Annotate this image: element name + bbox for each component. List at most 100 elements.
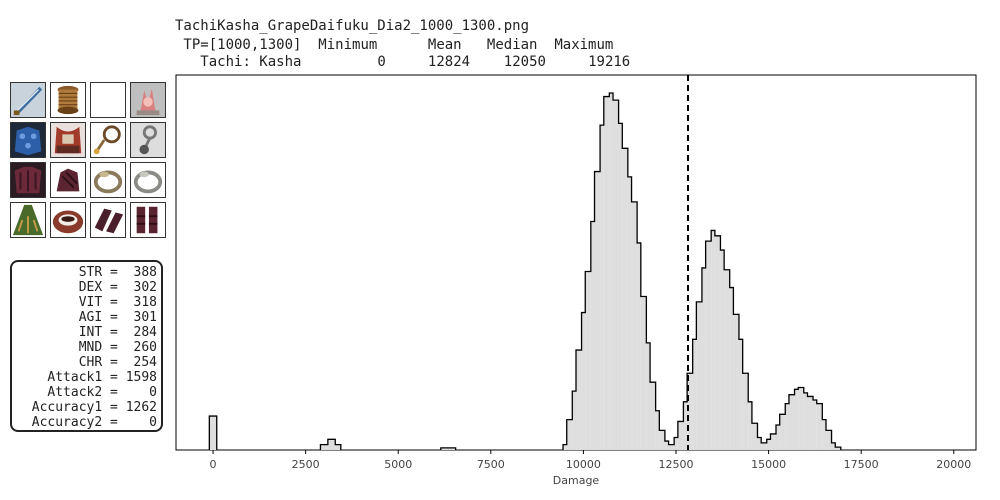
- histogram-bin: [627, 176, 632, 450]
- x-axis-label: Damage: [553, 474, 600, 487]
- stat-row-accuracy1: Accuracy1 = 1262: [31, 400, 157, 415]
- histogram-bin: [729, 287, 734, 450]
- histogram-outline: [208, 92, 842, 450]
- histogram-bin: [826, 430, 832, 450]
- stat-row-vit: VIT = 318: [78, 295, 158, 310]
- histogram-bin: [724, 269, 730, 450]
- stat-value: 0: [125, 415, 157, 430]
- stat-value: 284: [125, 325, 158, 340]
- col-minimum: Minimum: [318, 37, 378, 53]
- x-axis-ticks: 0 2500 5000 7500 10000 12500 15000 17500 20000: [210, 450, 971, 471]
- x-tick-label: 20000: [936, 458, 971, 471]
- histogram-bin: [788, 394, 795, 450]
- dark-gloves-icon: [50, 162, 86, 198]
- histogram-bin: [603, 96, 610, 450]
- histogram-bin: [779, 414, 786, 450]
- histogram-bin: [631, 201, 638, 450]
- stat-value: 318: [125, 295, 158, 310]
- stat-row-accuracy2: Accuracy2 = 0: [31, 415, 157, 430]
- histogram-bin: [748, 401, 752, 450]
- histogram-bin: [785, 403, 789, 450]
- stat-name: CHR: [78, 355, 103, 370]
- histogram-bin: [448, 447, 456, 450]
- col-maximum: Maximum: [554, 37, 614, 53]
- histogram-bin: [576, 350, 582, 450]
- stat-name: AGI: [78, 310, 103, 325]
- dark-body-icon: [10, 162, 46, 198]
- stat-row-attack2: Attack2 = 0: [47, 385, 157, 400]
- histogram-bin: [637, 242, 641, 450]
- histogram-bin: [798, 387, 804, 450]
- val-mean: 12824: [427, 54, 471, 70]
- histogram-bin: [711, 230, 715, 450]
- histogram-bin: [776, 425, 780, 450]
- belt-icon: [50, 202, 86, 238]
- x-tick-label: 2500: [292, 458, 320, 471]
- histogram-bin: [566, 419, 573, 450]
- stat-value: 388: [125, 265, 158, 280]
- stat-name: Attack2: [47, 385, 103, 400]
- summary-values-row: Tachi: Kasha 0 12824 12050 19216: [175, 53, 630, 71]
- summary-header-row: TP=[1000,1300] Minimum Mean Median Maxim…: [175, 36, 613, 54]
- ws-name: Tachi: Kasha: [200, 54, 302, 70]
- histogram-bin: [640, 296, 647, 450]
- x-tick-label: 7500: [477, 458, 505, 471]
- histogram-bin: [677, 421, 684, 450]
- stat-row-mnd: MND = 260: [78, 340, 157, 355]
- histogram-bin: [618, 123, 623, 450]
- histogram-bin: [622, 148, 628, 450]
- stat-row-int: INT = 284: [78, 325, 158, 340]
- stat-name: STR: [78, 265, 103, 280]
- stat-name: Attack1: [47, 370, 103, 385]
- dark-legs-icon: [90, 202, 126, 238]
- histogram-bin: [738, 339, 743, 450]
- histogram-bin: [646, 342, 651, 450]
- crystal-ammo-icon: [130, 82, 166, 118]
- histogram-bin: [831, 442, 836, 450]
- histogram-bin: [770, 433, 776, 450]
- gear-grid: [10, 82, 170, 242]
- histogram-bin: [581, 312, 586, 450]
- histogram-bin: [803, 392, 808, 450]
- histogram-bin: [696, 301, 702, 450]
- histogram-bin: [659, 430, 665, 450]
- stat-row-attack1: Attack1 = 1598: [47, 370, 157, 385]
- stat-value: 0: [125, 385, 157, 400]
- x-tick-label: 12500: [659, 458, 694, 471]
- stat-name: Accuracy2: [31, 415, 103, 430]
- histogram-bin: [613, 100, 619, 450]
- histogram-bin: [590, 221, 595, 450]
- stat-row-dex: DEX = 302: [78, 280, 157, 295]
- col-mean: Mean: [427, 37, 462, 53]
- x-tick-label: 15000: [751, 458, 786, 471]
- sword-icon: [10, 82, 46, 118]
- histogram-bin: [585, 271, 591, 450]
- histogram-bin: [701, 267, 706, 450]
- dark-boots-icon: [130, 202, 166, 238]
- val-maximum: 19216: [588, 54, 631, 70]
- ring-earring-icon: [90, 122, 126, 158]
- stat-row-chr: CHR = 254: [78, 355, 157, 370]
- stat-name: VIT: [78, 295, 103, 310]
- histogram-bin: [209, 416, 217, 450]
- x-tick-label: 0: [210, 458, 217, 471]
- x-tick-label: 5000: [384, 458, 412, 471]
- blue-helm-icon: [10, 122, 46, 158]
- histogram-bin: [655, 410, 660, 450]
- stat-name: MND: [78, 340, 103, 355]
- histogram-bin: [664, 441, 669, 450]
- histogram-bin: [335, 444, 341, 450]
- histogram-bin: [751, 423, 758, 450]
- histogram-bin: [794, 389, 799, 450]
- histogram-bin: [757, 437, 762, 450]
- green-cape-icon: [10, 202, 46, 238]
- val-minimum: 0: [377, 54, 386, 70]
- histogram-bin: [807, 396, 814, 450]
- histogram-bin: [705, 241, 712, 450]
- x-tick-label: 10000: [566, 458, 601, 471]
- histogram-bin: [440, 447, 449, 450]
- histogram-bin: [650, 382, 656, 450]
- stat-row-agi: AGI = 301: [78, 310, 157, 325]
- histogram-bin: [600, 125, 604, 450]
